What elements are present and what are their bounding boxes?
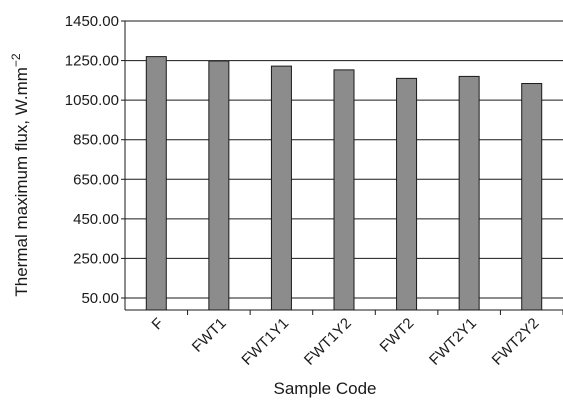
y-tick-label: 1250.00 — [65, 53, 119, 70]
y-tick-labels: 50.00 250.00 450.00 650.00 850.00 1050.00 1250… — [65, 13, 119, 307]
bar — [333, 69, 355, 311]
y-axis-title-exponent: −2 — [9, 53, 23, 67]
axes — [121, 20, 563, 315]
x-tick-label: FWT2Y2 — [489, 315, 543, 369]
y-tick-label: 450.00 — [73, 211, 119, 228]
x-tick-label: FWT2Y1 — [426, 315, 480, 369]
bar — [521, 83, 543, 311]
x-tick-label: F — [149, 315, 168, 334]
y-axis-title: Thermal maximum flux, W.mm−2 — [9, 53, 31, 297]
y-tick-label: 250.00 — [73, 250, 119, 267]
x-axis-title: Sample Code — [273, 379, 376, 398]
bar — [270, 65, 292, 311]
y-tick-label: 850.00 — [73, 132, 119, 149]
y-tick-label: 650.00 — [73, 171, 119, 188]
bars — [145, 56, 543, 311]
x-tick-label: FWT1Y2 — [301, 315, 355, 369]
x-tick-label: FWT1Y1 — [238, 315, 292, 369]
y-axis-title-text: Thermal maximum flux, W.mm — [12, 67, 31, 297]
bar — [458, 75, 480, 311]
x-tick-label: FWT2 — [377, 315, 418, 356]
bar — [208, 60, 230, 311]
y-tick-label: 1050.00 — [65, 92, 119, 109]
bar — [396, 77, 418, 311]
y-tick-label: 50.00 — [81, 290, 119, 307]
x-tick-label: FWT1 — [189, 315, 230, 356]
x-tick-labels: F FWT1 FWT1Y1 FWT1Y2 FWT2 FWT2Y1 FWT2Y2 — [149, 315, 543, 369]
y-tick-label: 1450.00 — [65, 13, 119, 30]
bar — [145, 56, 167, 311]
